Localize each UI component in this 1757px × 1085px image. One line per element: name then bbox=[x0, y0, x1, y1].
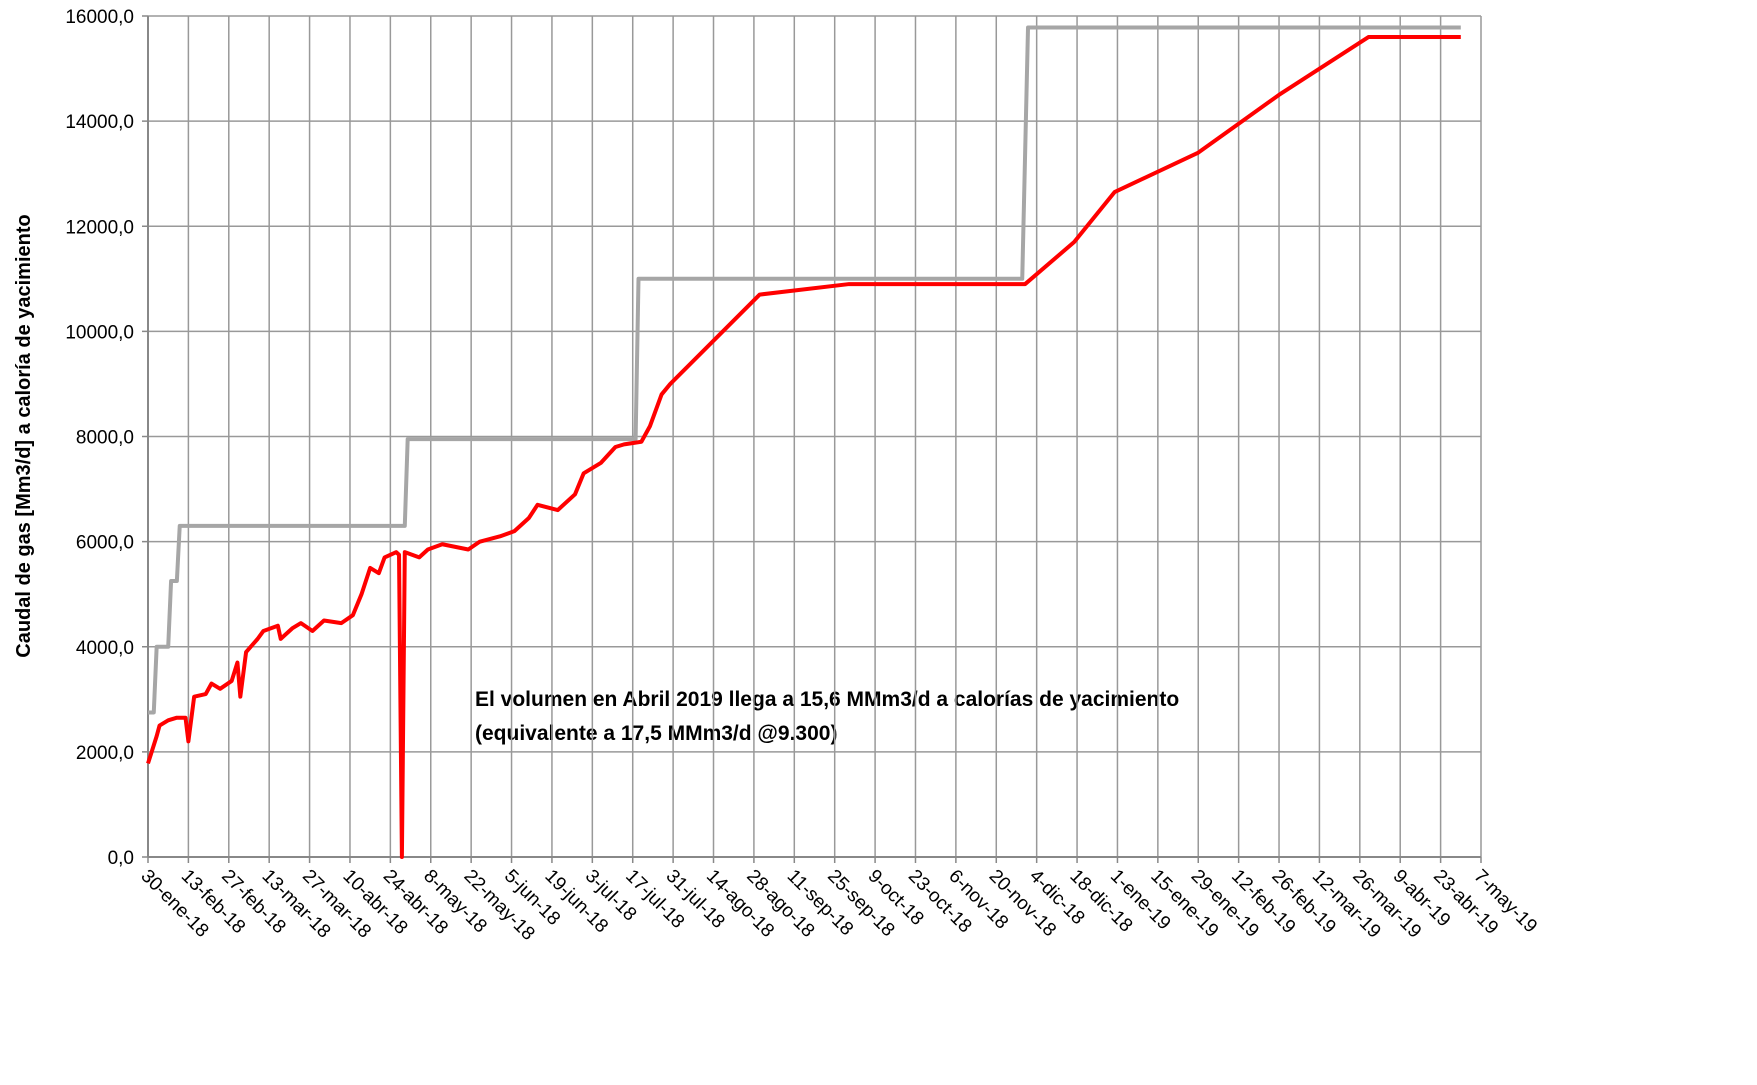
grid bbox=[147, 15, 1482, 858]
y-tick-label: 12000,0 bbox=[65, 217, 134, 238]
annotation: El volumen en Abril 2019 llega a 15,6 MM… bbox=[475, 688, 1179, 711]
y-axis-label: Caudal de gas [Mm3/d] a caloría de yacim… bbox=[13, 214, 35, 657]
y-tick-label: 14000,0 bbox=[65, 112, 134, 133]
y-tick-label: 4000,0 bbox=[76, 638, 134, 659]
annotation: (equivalente a 17,5 MMm3/d @9.300) bbox=[475, 722, 837, 745]
y-tick-label: 8000,0 bbox=[76, 428, 134, 449]
y-tick-label: 6000,0 bbox=[76, 533, 134, 554]
y-tick-label: 0,0 bbox=[108, 848, 134, 869]
y-tick-label: 2000,0 bbox=[76, 743, 134, 764]
series-line bbox=[148, 25, 1461, 715]
y-tick-label: 10000,0 bbox=[65, 322, 134, 343]
y-tick-label: 16000,0 bbox=[65, 7, 134, 28]
series-line bbox=[146, 35, 1461, 859]
